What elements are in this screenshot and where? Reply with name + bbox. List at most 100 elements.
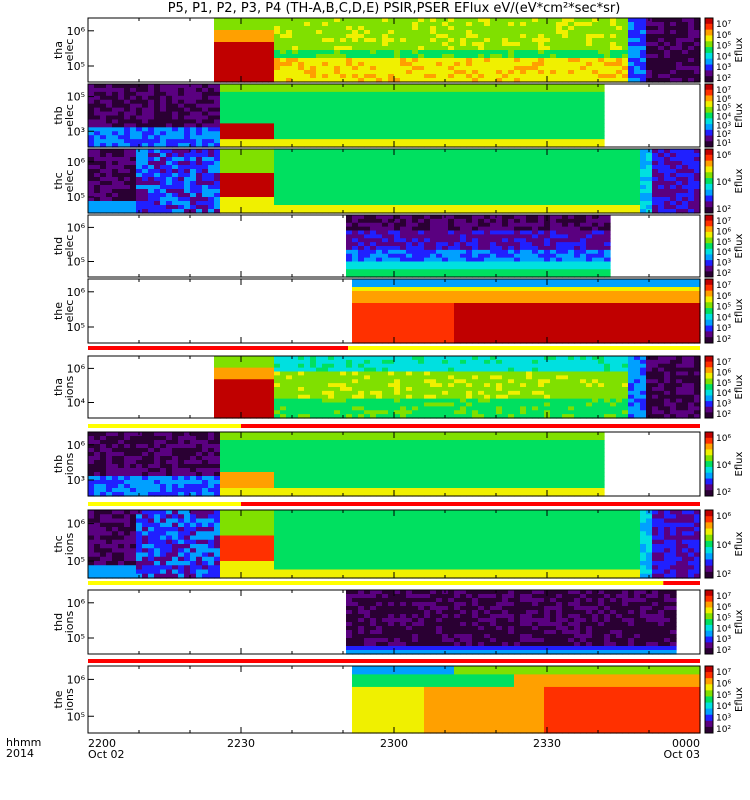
heatmap-cell: [244, 95, 251, 101]
heatmap-cell: [484, 50, 491, 55]
heatmap-cell: [286, 157, 293, 162]
colorbar-segment: [705, 84, 713, 91]
heatmap-cell: [184, 177, 191, 182]
heatmap-cell: [310, 173, 317, 178]
heatmap-cell: [190, 197, 197, 202]
heatmap-cell: [478, 253, 485, 259]
heatmap-cell: [598, 87, 605, 93]
heatmap-cell: [514, 222, 521, 228]
heatmap-cell: [382, 38, 389, 43]
heatmap-cell: [154, 205, 161, 210]
heatmap-cell: [130, 177, 137, 182]
heatmap-cell: [526, 253, 533, 259]
heatmap-cell: [664, 30, 671, 35]
heatmap-cell: [352, 269, 359, 274]
heatmap-cell: [538, 91, 545, 97]
heatmap-cell: [688, 201, 695, 206]
heatmap-cell: [136, 107, 143, 113]
heatmap-cell: [226, 135, 233, 140]
heatmap-cell: [514, 181, 521, 186]
heatmap-cell: [328, 50, 335, 55]
heatmap-cell: [322, 70, 329, 75]
heatmap-cell: [454, 209, 461, 214]
heatmap-cell: [226, 173, 233, 178]
heatmap-cell: [568, 22, 575, 27]
heatmap-cell: [580, 95, 587, 101]
heatmap-cell: [424, 234, 431, 239]
heatmap-cell: [418, 50, 425, 55]
heatmap-cell: [292, 30, 299, 35]
heatmap-cell: [562, 54, 569, 59]
heatmap-cell: [526, 74, 533, 79]
heatmap-cell: [184, 99, 191, 105]
heatmap-cell: [442, 246, 449, 251]
heatmap-cell: [514, 273, 521, 278]
heatmap-cell: [382, 34, 389, 39]
heatmap-cell: [472, 205, 479, 210]
heatmap-cell: [628, 50, 635, 55]
colorbar-segment: [705, 95, 713, 102]
heatmap-cell: [394, 78, 401, 83]
heatmap-cell: [526, 189, 533, 194]
heatmap-cell: [574, 107, 581, 113]
heatmap-cell: [682, 66, 689, 71]
heatmap-cell: [268, 50, 275, 55]
heatmap-cell: [268, 193, 275, 198]
heatmap-cell: [442, 58, 449, 63]
heatmap-cell: [292, 161, 299, 166]
heatmap-cell: [550, 103, 557, 109]
heatmap-cell: [328, 66, 335, 71]
heatmap-cell: [454, 91, 461, 97]
heatmap-cell: [562, 131, 569, 136]
heatmap-cell: [316, 38, 323, 43]
heatmap-cell: [88, 149, 95, 154]
heatmap-cell: [544, 62, 551, 67]
heatmap-cell: [520, 103, 527, 109]
heatmap-cell: [394, 149, 401, 154]
heatmap-cell: [100, 189, 107, 194]
heatmap-cell: [460, 22, 467, 27]
heatmap-cell: [400, 119, 407, 124]
heatmap-cell: [340, 181, 347, 186]
heatmap-cell: [88, 185, 95, 190]
heatmap-cell: [316, 111, 323, 117]
heatmap-cell: [694, 169, 701, 174]
heatmap-cell: [346, 26, 353, 31]
heatmap-cell: [226, 70, 233, 75]
heatmap-cell: [196, 173, 203, 178]
heatmap-cell: [580, 135, 587, 140]
heatmap-cell: [154, 165, 161, 170]
heatmap-cell: [490, 261, 497, 266]
heatmap-cell: [250, 66, 257, 71]
heatmap-cell: [454, 261, 461, 266]
colorbar-segment: [705, 166, 713, 173]
heatmap-cell: [148, 107, 155, 113]
heatmap-cell: [442, 119, 449, 124]
heatmap-cell: [628, 153, 635, 158]
heatmap-cell: [460, 62, 467, 67]
heatmap-cell: [154, 201, 161, 206]
heatmap-cell: [346, 226, 353, 232]
heatmap-cell: [688, 209, 695, 214]
heatmap-cell: [364, 135, 371, 140]
heatmap-cell: [598, 149, 605, 154]
heatmap-cell: [616, 62, 623, 67]
heatmap-cell: [652, 173, 659, 178]
heatmap-cell: [274, 153, 281, 158]
heatmap-cell: [310, 62, 317, 67]
heatmap-cell: [604, 78, 611, 83]
heatmap-cell: [526, 238, 533, 243]
heatmap-cell: [148, 161, 155, 166]
heatmap-cell: [124, 87, 131, 93]
heatmap-cell: [316, 99, 323, 105]
colorbar-tick-label: 10⁶: [716, 151, 731, 161]
heatmap-cell: [418, 173, 425, 178]
heatmap-cell: [238, 115, 245, 121]
heatmap-cell: [604, 209, 611, 214]
heatmap-cell: [256, 153, 263, 158]
heatmap-cell: [580, 143, 587, 148]
heatmap-cell: [382, 46, 389, 51]
heatmap-cell: [466, 66, 473, 71]
heatmap-cell: [184, 95, 191, 101]
heatmap-cell: [610, 193, 617, 198]
